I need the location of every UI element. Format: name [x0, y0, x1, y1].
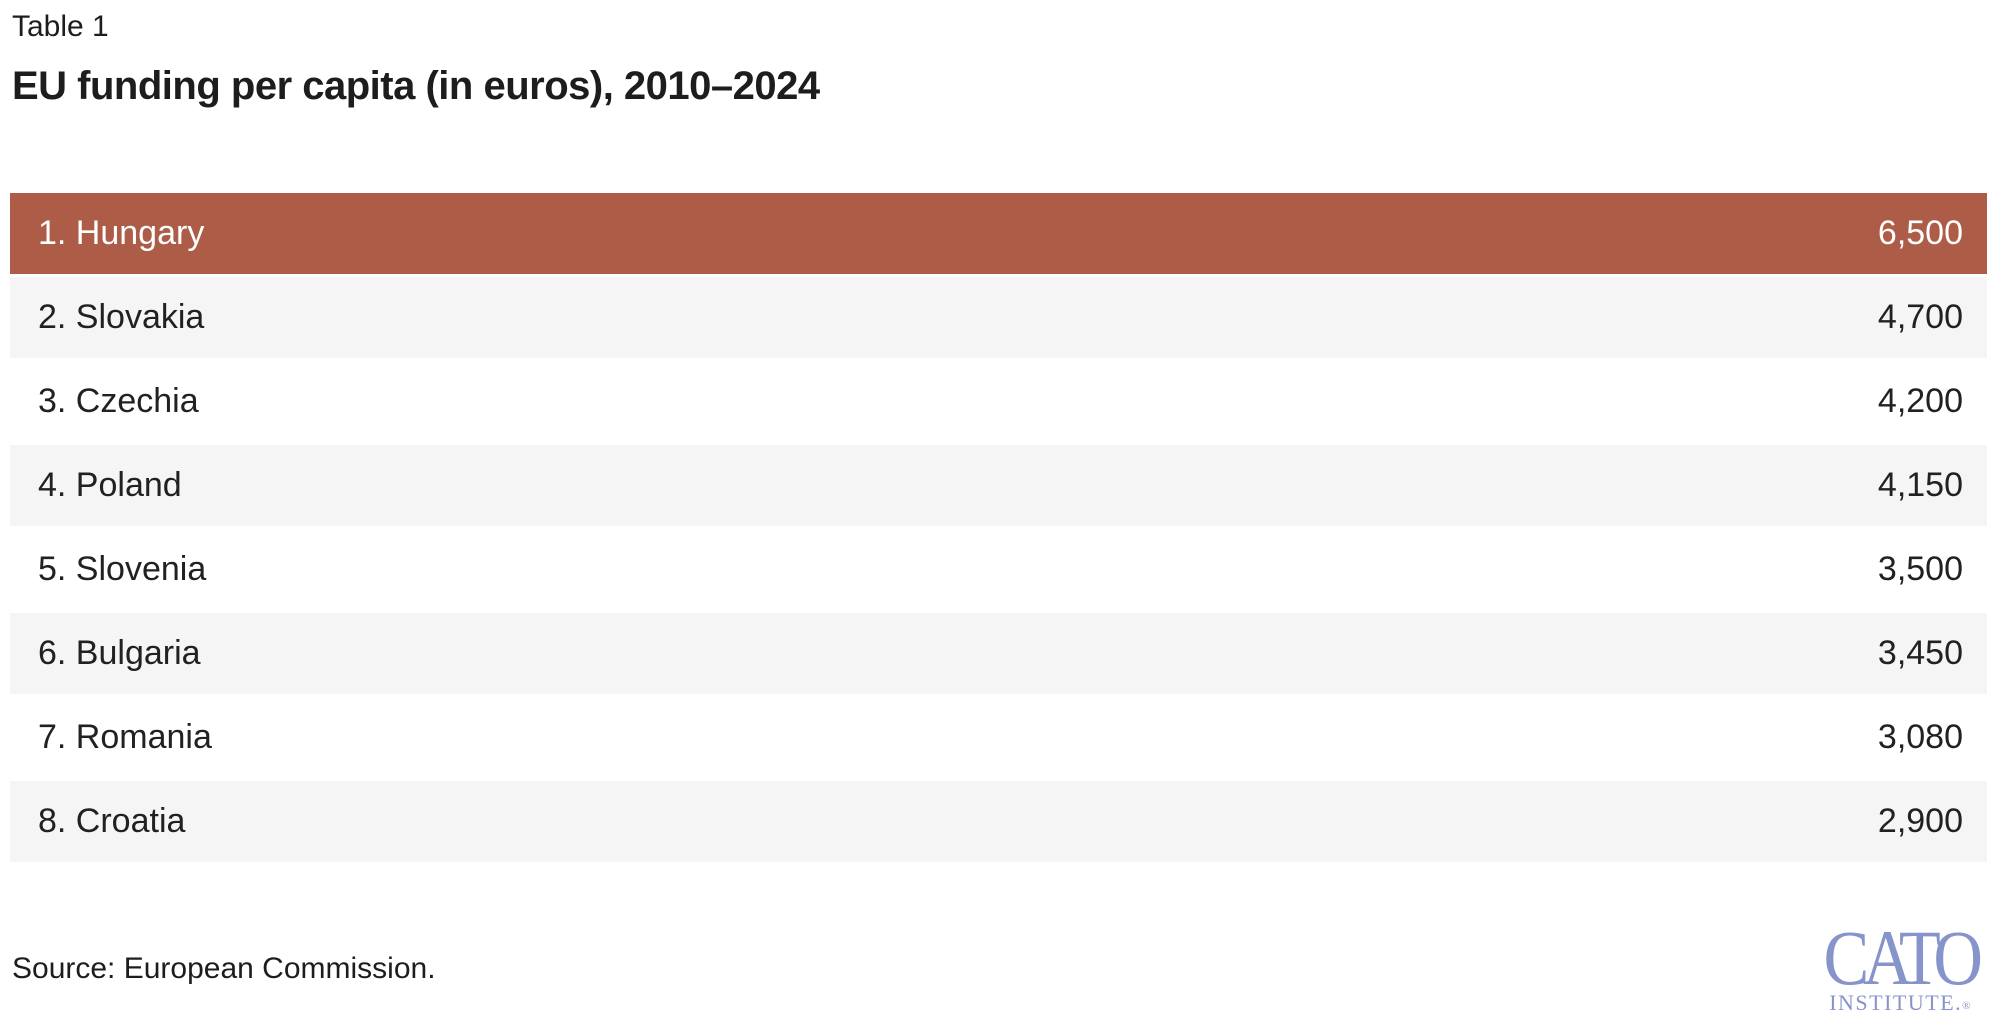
country-label: 2. Slovakia	[38, 298, 205, 336]
table-row: 7. Romania 3,080	[10, 697, 1987, 778]
value-label: 4,200	[1877, 382, 1963, 420]
value-label: 6,500	[1877, 214, 1963, 252]
value-label: 2,900	[1877, 802, 1963, 840]
logo-wordmark: CATO	[1823, 914, 1983, 1002]
table-row: 4. Poland 4,150	[10, 445, 1987, 526]
logo-subtitle-text: INSTITUTE.	[1829, 990, 1963, 1015]
country-label: 5. Slovenia	[38, 550, 207, 588]
logo-subtitle: INSTITUTE.®	[1813, 992, 1987, 1014]
country-label: 4. Poland	[38, 466, 182, 504]
table-row: 8. Croatia 2,900	[10, 781, 1987, 862]
value-label: 4,700	[1877, 298, 1963, 336]
cato-institute-logo: CATO INSTITUTE.®	[1813, 914, 1987, 1014]
value-label: 3,500	[1877, 550, 1963, 588]
value-label: 3,450	[1877, 634, 1963, 672]
table-number-label: Table 1	[12, 10, 109, 43]
table-row: 3. Czechia 4,200	[10, 361, 1987, 442]
country-label: 8. Croatia	[38, 802, 186, 840]
table-row: 5. Slovenia 3,500	[10, 529, 1987, 610]
country-label: 7. Romania	[38, 718, 212, 756]
value-label: 3,080	[1877, 718, 1963, 756]
country-label: 1. Hungary	[38, 214, 205, 252]
table-row: 6. Bulgaria 3,450	[10, 613, 1987, 694]
ranking-table: 1. Hungary 6,500 2. Slovakia 4,700 3. Cz…	[10, 193, 1987, 865]
country-label: 6. Bulgaria	[38, 634, 201, 672]
figure-title: EU funding per capita (in euros), 2010–2…	[12, 64, 820, 108]
table-row: 2. Slovakia 4,700	[10, 277, 1987, 358]
country-label: 3. Czechia	[38, 382, 199, 420]
registered-trademark-icon: ®	[1962, 1000, 1971, 1012]
table-row: 1. Hungary 6,500	[10, 193, 1987, 274]
value-label: 4,150	[1877, 466, 1963, 504]
source-note: Source: European Commission.	[12, 952, 436, 985]
